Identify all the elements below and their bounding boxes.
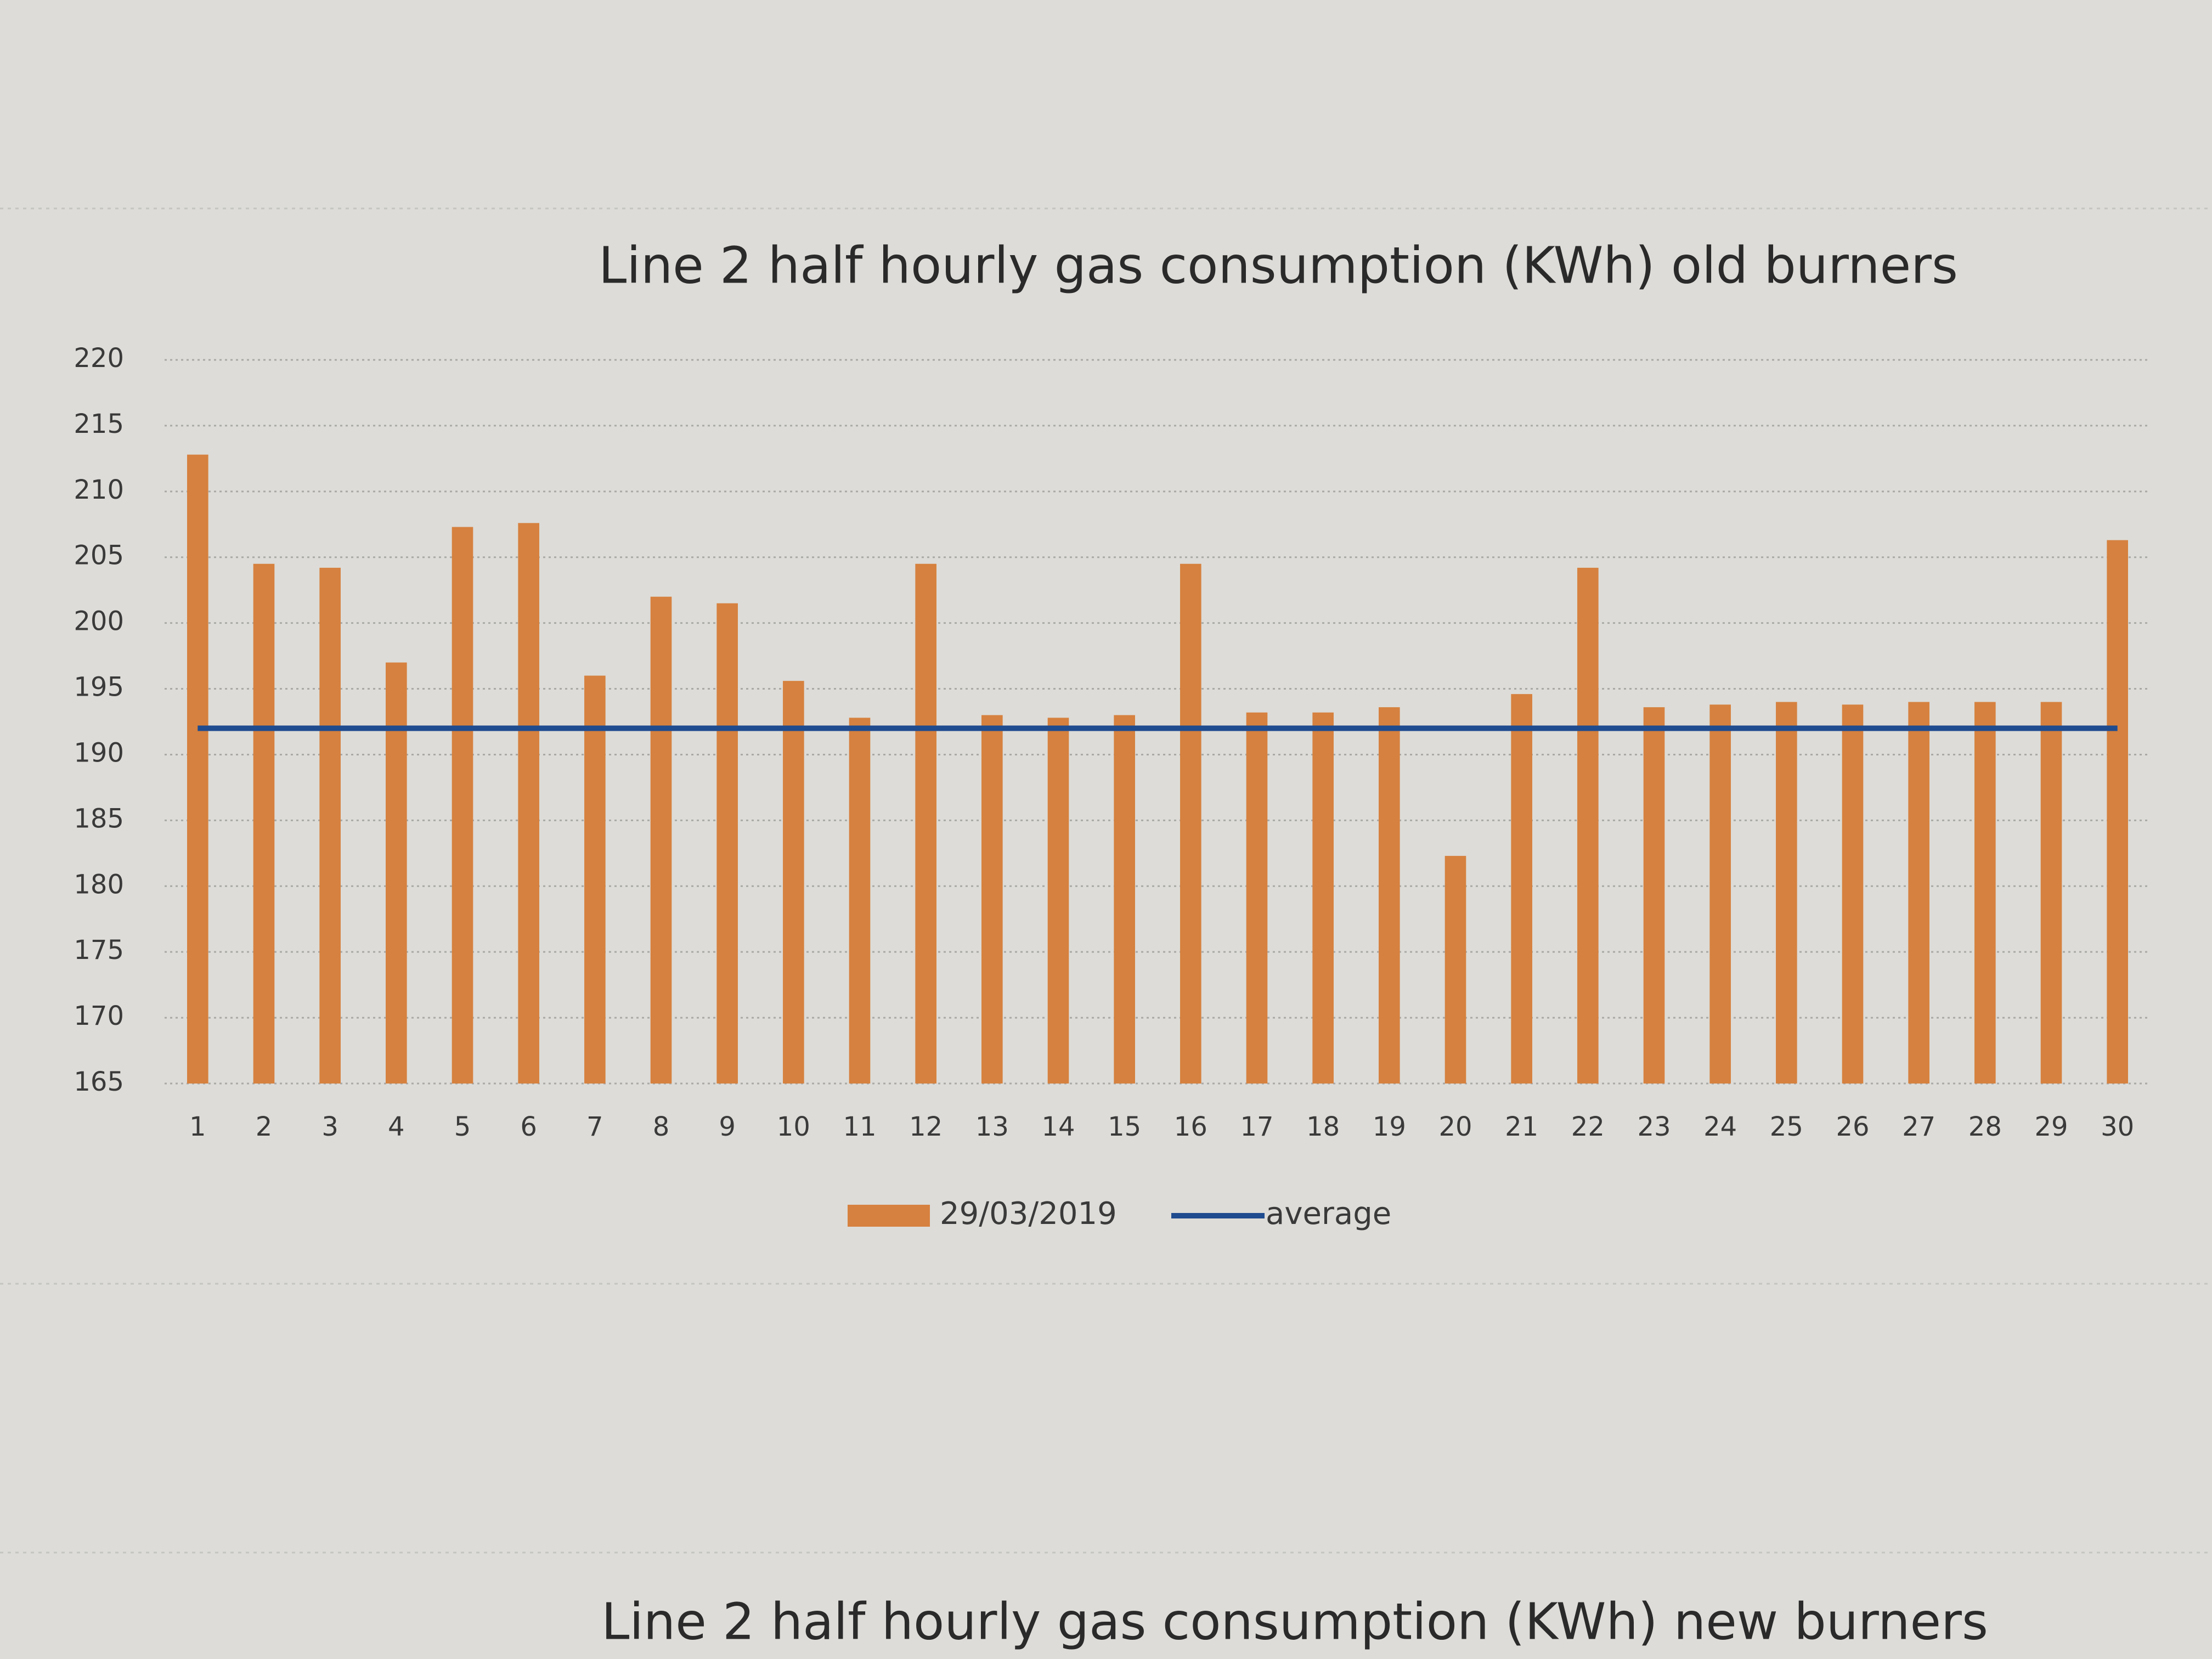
x-tick-label: 21 xyxy=(1505,1111,1538,1142)
bar xyxy=(1246,712,1268,1084)
x-tick-label: 29 xyxy=(2034,1111,2068,1142)
x-tick-label: 19 xyxy=(1373,1111,1406,1142)
y-tick-label: 205 xyxy=(74,540,124,571)
bar xyxy=(584,675,606,1084)
x-tick-label: 24 xyxy=(1703,1111,1737,1142)
bar xyxy=(1974,702,1996,1084)
x-tick-label: 25 xyxy=(1770,1111,1803,1142)
x-tick-label: 23 xyxy=(1637,1111,1671,1142)
x-tick-label: 17 xyxy=(1240,1111,1273,1142)
y-tick-label: 200 xyxy=(74,606,124,637)
y-tick-label: 185 xyxy=(74,803,124,834)
bar xyxy=(1643,707,1665,1084)
x-tick-label: 9 xyxy=(719,1111,736,1142)
bar xyxy=(650,596,672,1084)
x-tick-label: 11 xyxy=(843,1111,876,1142)
x-tick-label: 12 xyxy=(909,1111,943,1142)
next-chart-title: Line 2 half hourly gas consumption (KWh)… xyxy=(601,1592,1988,1651)
bar xyxy=(783,681,804,1084)
x-tick-label: 22 xyxy=(1571,1111,1605,1142)
bar xyxy=(1444,856,1466,1084)
legend-label: 29/03/2019 xyxy=(940,1196,1117,1232)
y-tick-label: 180 xyxy=(74,869,124,900)
y-tick-label: 175 xyxy=(74,935,124,966)
x-tick-label: 26 xyxy=(1836,1111,1869,1142)
bar xyxy=(253,563,275,1084)
legend-swatch xyxy=(848,1205,930,1227)
bar xyxy=(319,567,341,1084)
x-tick-label: 3 xyxy=(321,1111,338,1142)
x-tick-label: 4 xyxy=(388,1111,405,1142)
bar xyxy=(849,718,871,1084)
bar xyxy=(716,603,738,1084)
bar xyxy=(1180,563,1201,1084)
y-tick-label: 190 xyxy=(74,737,124,768)
x-tick-label: 13 xyxy=(975,1111,1009,1142)
x-tick-label: 15 xyxy=(1108,1111,1141,1142)
y-tick-label: 195 xyxy=(74,672,124,703)
x-tick-label: 18 xyxy=(1306,1111,1340,1142)
bar xyxy=(1312,712,1334,1084)
x-tick-label: 2 xyxy=(256,1111,273,1142)
y-tick-label: 220 xyxy=(74,343,124,374)
bar xyxy=(2107,540,2128,1084)
x-tick-label: 10 xyxy=(777,1111,810,1142)
bar xyxy=(452,527,473,1084)
x-tick-label: 30 xyxy=(2101,1111,2134,1142)
bar xyxy=(1776,702,1797,1084)
x-tick-label: 28 xyxy=(1968,1111,2002,1142)
x-tick-label: 14 xyxy=(1041,1111,1075,1142)
y-tick-label: 210 xyxy=(74,475,124,505)
x-tick-label: 27 xyxy=(1902,1111,1936,1142)
bar xyxy=(1842,704,1864,1084)
bar xyxy=(1577,567,1599,1084)
x-tick-label: 16 xyxy=(1174,1111,1207,1142)
bar xyxy=(386,662,407,1084)
bar xyxy=(2040,702,2062,1084)
x-tick-label: 1 xyxy=(189,1111,206,1142)
bar xyxy=(981,715,1003,1084)
bar xyxy=(1047,718,1069,1084)
legend-label: average xyxy=(1266,1196,1391,1232)
bar xyxy=(915,563,936,1084)
x-tick-label: 20 xyxy=(1438,1111,1472,1142)
bar xyxy=(1709,704,1731,1084)
x-tick-label: 5 xyxy=(454,1111,471,1142)
bar xyxy=(1114,715,1135,1084)
y-tick-label: 170 xyxy=(74,1001,124,1031)
bar xyxy=(1379,707,1400,1084)
y-tick-label: 165 xyxy=(74,1066,124,1097)
x-tick-label: 6 xyxy=(520,1111,537,1142)
chart-title: Line 2 half hourly gas consumption (KWh)… xyxy=(599,236,1958,295)
x-tick-label: 8 xyxy=(653,1111,670,1142)
bar xyxy=(187,454,208,1084)
x-tick-label: 7 xyxy=(586,1111,603,1142)
bar xyxy=(1908,702,1929,1084)
y-tick-label: 215 xyxy=(74,409,124,439)
bar xyxy=(518,523,539,1084)
bar xyxy=(1511,694,1532,1084)
